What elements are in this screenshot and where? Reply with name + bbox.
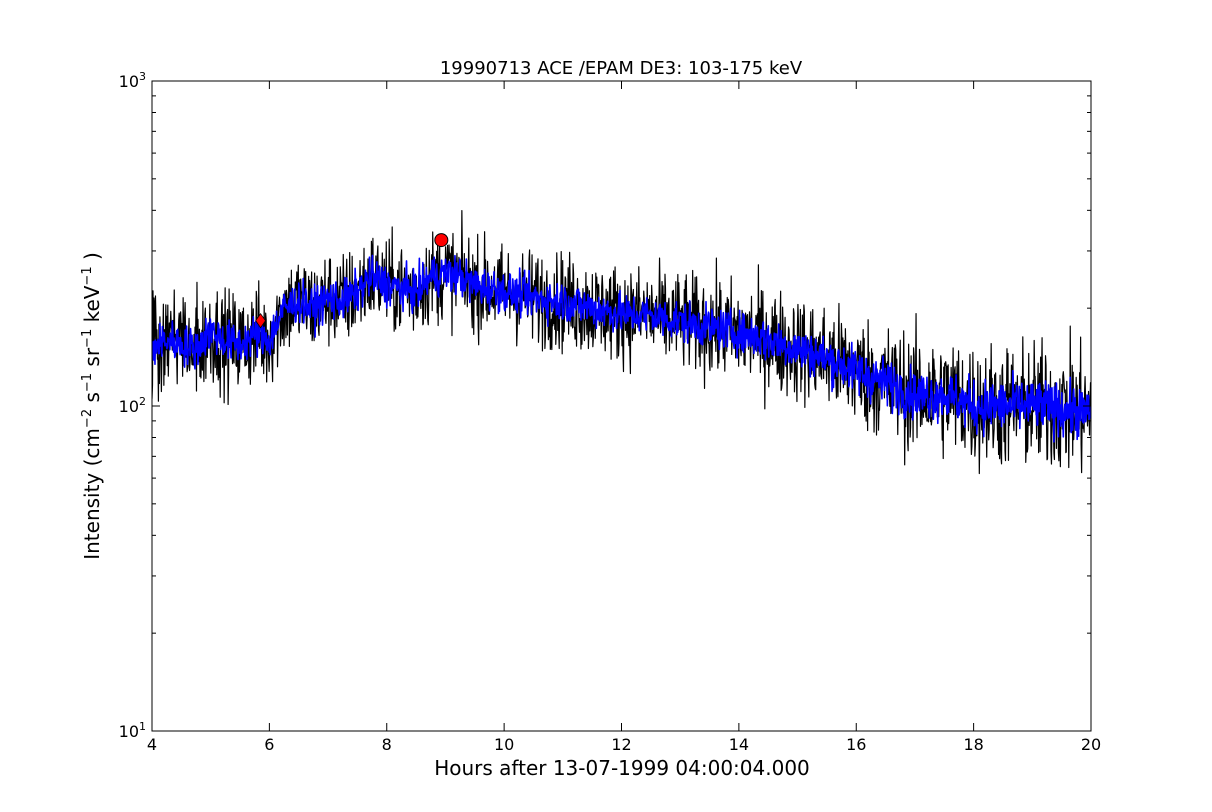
- y-tick-label: 102: [119, 395, 146, 416]
- x-tick-label: 18: [963, 735, 983, 754]
- x-tick-label: 4: [147, 735, 157, 754]
- x-tick-label: 14: [729, 735, 749, 754]
- x-axis-label: Hours after 13-07-1999 04:00:04.000: [434, 756, 810, 780]
- x-tick-label: 8: [382, 735, 392, 754]
- x-tick-label: 12: [611, 735, 631, 754]
- series-layer: [152, 209, 1091, 475]
- y-label-suffix: ): [80, 252, 104, 266]
- chart-title: 19990713 ACE /EPAM DE3: 103-175 keV: [440, 58, 803, 79]
- y-tick-label: 103: [119, 70, 146, 91]
- y-tick-label: 101: [119, 720, 146, 741]
- series-line-1: [152, 254, 1091, 443]
- tick-layer: 4 6 8 10 12 14 16 18 20 101 102 103: [119, 70, 1102, 754]
- y-label-kev-exp: −1: [80, 266, 95, 285]
- event-marker-diamond: [255, 313, 266, 329]
- event-marker-circle: [434, 233, 449, 248]
- y-label-kev: keV: [80, 285, 104, 329]
- y-label-s: s: [80, 392, 104, 409]
- y-label-prefix: Intensity (cm: [80, 428, 104, 560]
- marker-layer: [255, 233, 449, 329]
- x-tick-label: 6: [264, 735, 274, 754]
- y-label-cm-exp: −2: [80, 409, 95, 428]
- x-tick-label: 10: [494, 735, 514, 754]
- x-tick-label: 20: [1081, 735, 1101, 754]
- y-label-s-exp: −1: [80, 373, 95, 392]
- y-label-sr: sr: [80, 347, 104, 373]
- y-axis-label: Intensity (cm−2 s−1 sr−1 keV−1 ): [80, 252, 104, 560]
- y-label-sr-exp: −1: [80, 329, 95, 348]
- x-tick-label: 16: [846, 735, 866, 754]
